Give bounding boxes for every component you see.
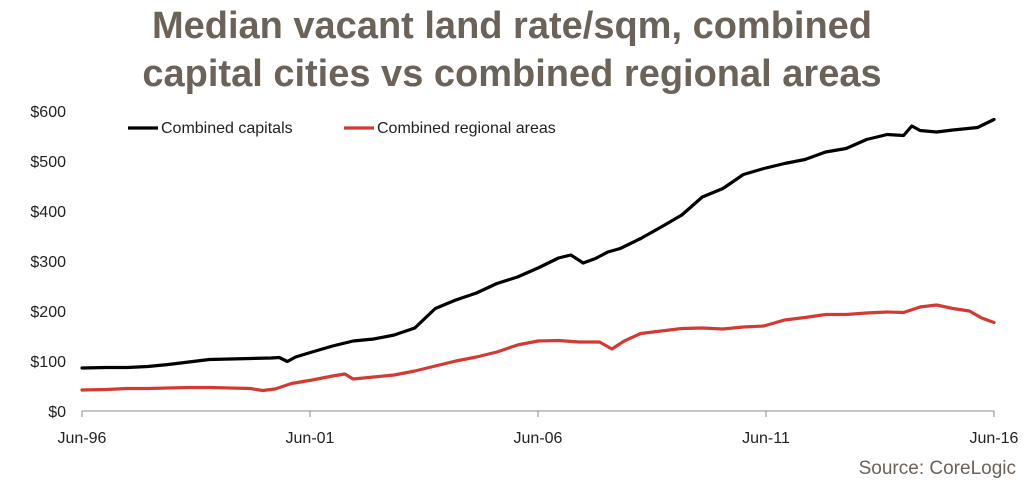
- chart-title-line-1: Median vacant land rate/sqm, combined: [151, 5, 873, 47]
- legend-label: Combined capitals: [161, 120, 293, 137]
- y-tick-label: $0: [48, 404, 66, 421]
- y-tick-label: $600: [30, 104, 66, 121]
- x-tick-label: Jun-01: [286, 430, 335, 447]
- x-tick-label: Jun-06: [514, 430, 563, 447]
- series-line-combined-capitals: [80, 117, 996, 370]
- x-tick-label: Jun-96: [58, 430, 107, 447]
- chart-axes: $0 $100 $200 $300 $400 $500 $600 Jun-96 Jun-01 Ju…: [30, 104, 1018, 447]
- legend-label: Combined regional areas: [377, 120, 556, 137]
- y-tick-label: $500: [30, 154, 66, 171]
- chart-title-line-2: capital cities vs combined regional area…: [142, 53, 882, 95]
- y-tick-label: $100: [30, 354, 66, 371]
- chart-series: [80, 117, 996, 393]
- x-tick-label: Jun-11: [742, 430, 790, 447]
- x-tick-label: Jun-16: [970, 430, 1019, 447]
- series-line-combined-regional-areas: [80, 303, 996, 393]
- chart-title: Median vacant land rate/sqm, combined ca…: [0, 2, 1024, 98]
- y-tick-label: $300: [30, 254, 66, 271]
- y-tick-label: $400: [30, 204, 66, 221]
- chart-legend: Combined capitals Combined regional areas: [128, 120, 556, 137]
- y-tick-label: $200: [30, 304, 66, 321]
- source-note: Source: CoreLogic: [858, 458, 1016, 479]
